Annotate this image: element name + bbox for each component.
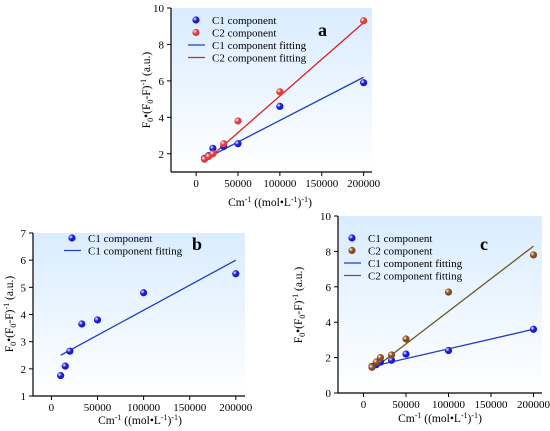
fit-line-a	[204, 22, 365, 163]
legend-label-a: C1 component	[212, 15, 276, 27]
y-tick-label-c: 8	[326, 246, 332, 258]
fit-line-c	[371, 328, 534, 368]
x-tick-label-c: 50000	[392, 399, 420, 411]
x-axis-label-a: Cm-1 ((mol•L-1)-1)	[228, 195, 312, 209]
y-tick-label-b: 1	[21, 391, 27, 403]
legend-label-c: C1 component fitting	[368, 258, 463, 270]
legend-marker-shine-a	[192, 28, 200, 37]
x-tick-label-b: 50000	[84, 402, 112, 414]
y-tick-label-b: 7	[21, 228, 27, 240]
plot-area-b	[33, 233, 245, 396]
y-tick-label-b: 3	[21, 337, 27, 349]
data-point-shine-b	[140, 289, 148, 297]
legend-label-a: C2 component	[212, 28, 276, 40]
data-point-shine-a	[276, 88, 284, 96]
fit-line-c	[371, 245, 534, 371]
data-point-shine-b	[61, 362, 69, 370]
legend-label-a: C2 component fitting	[212, 53, 307, 65]
x-tick-label-b: 100000	[127, 402, 161, 414]
y-tick-label-c: 10	[320, 211, 332, 223]
y-tick-label-c: 0	[326, 388, 332, 400]
y-axis-label-a: F0•(F0-F)-1 (a.u.)	[139, 52, 155, 129]
legend-marker-shine-c	[348, 246, 356, 255]
data-point-shine-c	[387, 356, 396, 364]
x-tick-label-b: 200000	[219, 402, 253, 414]
legend-label-c: C2 component fitting	[368, 271, 463, 283]
panel-label-b: b	[192, 234, 202, 254]
legend-label-b: C1 component fitting	[88, 246, 183, 258]
data-point-shine-b	[78, 320, 86, 328]
x-tick-label-c: 150000	[475, 399, 509, 411]
panel-label-a: a	[318, 20, 327, 40]
legend-marker-shine-c	[348, 234, 356, 242]
y-tick-label-b: 5	[21, 282, 27, 294]
data-point-shine-c	[402, 350, 410, 358]
data-point-shine-a	[234, 140, 242, 148]
data-point-shine-a	[220, 140, 228, 148]
panel-a: 0 50000 100000 150000 200000 2 4 6 8 10 C1 compone…	[139, 3, 381, 209]
data-point-shine-a	[234, 117, 242, 125]
x-tick-label-c: 100000	[432, 399, 466, 411]
y-tick-label-c: 4	[326, 317, 332, 329]
data-point-shine-b	[232, 270, 240, 278]
data-point-shine-b	[93, 316, 102, 324]
data-point-shine-a	[209, 150, 217, 158]
panel-b: 0 50000 100000 150000 200000 1 2 3 4 5 6 7 C1 compon…	[2, 228, 253, 427]
legend-label-b: C1 component	[88, 233, 152, 245]
data-point-shine-c	[376, 354, 385, 362]
x-axis-label-b: Cm-1 ((mol•L-1)-1)	[98, 413, 182, 427]
panel-c: 0 50000 100000 150000 200000 0 2 4 6 8 10 C1 compon…	[291, 211, 550, 425]
data-point-shine-c	[368, 363, 376, 371]
y-axis-label-b: F0•(F0-F)-1 (a.u.)	[2, 276, 18, 353]
data-point-shine-c	[402, 335, 410, 343]
panel-label-c: c	[480, 234, 488, 254]
y-tick-label-a: 10	[153, 3, 165, 15]
y-axis-label-c: F0•(F0-F)-1 (a.u.)	[291, 267, 307, 344]
legend-marker-shine-a	[192, 16, 200, 24]
legend-label-c: C1 component	[368, 233, 432, 245]
x-tick-label-a: 100000	[263, 178, 297, 190]
y-tick-label-a: 4	[159, 112, 165, 124]
y-tick-label-b: 2	[21, 364, 27, 376]
y-tick-label-b: 6	[21, 255, 27, 267]
fit-line-b	[60, 259, 237, 356]
x-tick-label-c: 0	[361, 399, 367, 411]
y-tick-label-a: 8	[159, 39, 165, 51]
legend-marker-shine-b	[68, 234, 76, 242]
fit-line-a	[204, 76, 364, 160]
y-tick-label-a: 6	[159, 76, 165, 88]
legend-label-c: C2 component	[368, 246, 432, 258]
data-point-shine-c	[529, 251, 538, 259]
data-point-shine-b	[57, 372, 65, 380]
y-tick-label-a: 2	[159, 149, 165, 161]
data-point-shine-c	[529, 325, 538, 333]
x-tick-label-a: 200000	[347, 178, 381, 190]
legend-label-a: C1 component fitting	[212, 40, 307, 52]
y-tick-label-b: 4	[21, 310, 27, 322]
x-axis-label-c: Cm-1 ((mol•L-1)-1)	[398, 411, 482, 425]
data-point-shine-a	[276, 102, 284, 110]
y-tick-label-c: 6	[326, 282, 332, 294]
data-point-shine-c	[444, 288, 453, 296]
data-point-shine-b	[66, 347, 74, 355]
x-tick-label-b: 0	[49, 402, 55, 414]
data-point-shine-c	[387, 351, 396, 359]
data-point-shine-a	[360, 79, 368, 87]
data-point-shine-a	[209, 144, 217, 152]
x-tick-label-a: 150000	[305, 178, 339, 190]
data-point-shine-a	[360, 17, 368, 25]
y-tick-label-c: 2	[326, 353, 332, 365]
x-tick-label-a: 50000	[224, 178, 252, 190]
x-tick-label-a: 0	[193, 178, 199, 190]
x-tick-label-b: 150000	[173, 402, 207, 414]
data-point-shine-c	[444, 346, 453, 355]
x-tick-label-c: 200000	[517, 399, 550, 411]
